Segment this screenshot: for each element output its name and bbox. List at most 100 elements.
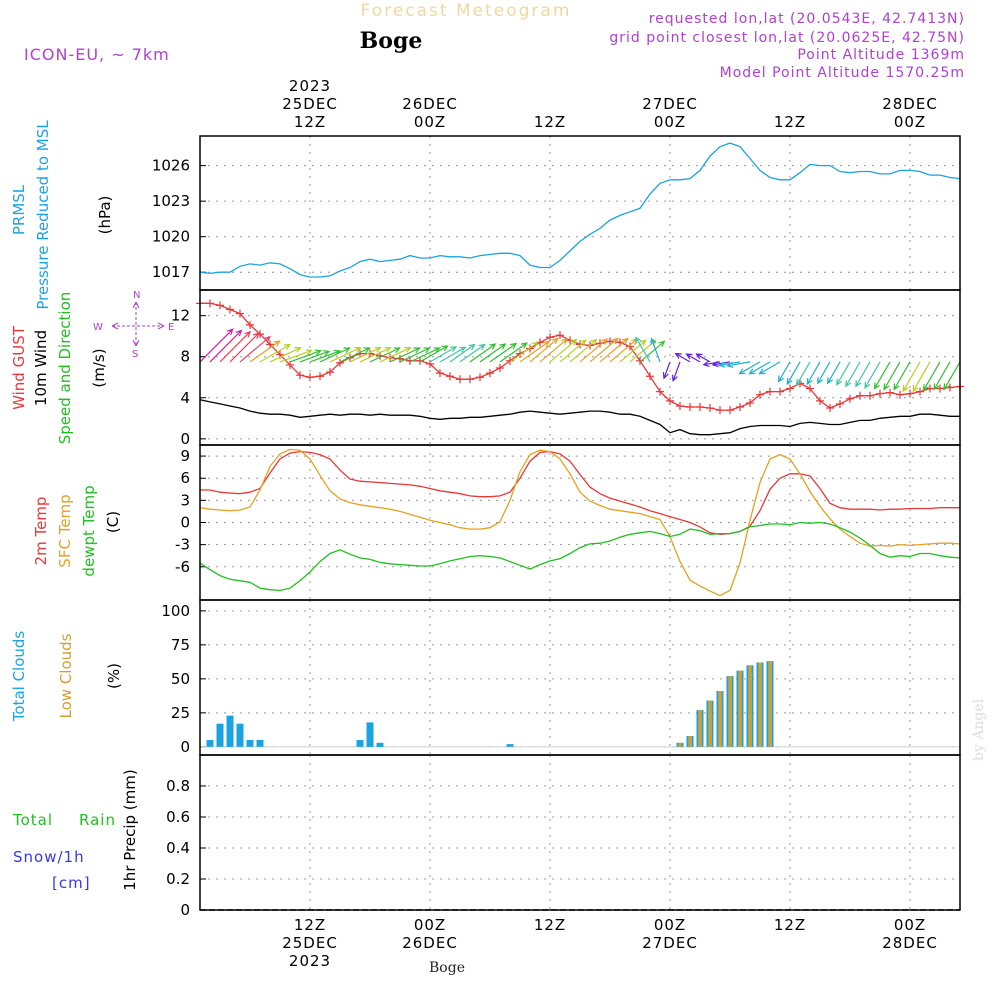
- gust-point: [816, 396, 824, 405]
- wind-arrow: [299, 350, 331, 363]
- top-date-label: 26DEC: [402, 95, 458, 113]
- wind-arrow: [489, 342, 518, 363]
- wind-arrow: [369, 347, 401, 363]
- bottom-hour-label: 12Z: [294, 916, 326, 934]
- total-cloud-bar: [216, 723, 224, 747]
- wind-arrow: [796, 361, 811, 386]
- wind-arrow: [674, 352, 691, 363]
- y-tick-label: 0.6: [166, 808, 190, 826]
- gust-point: [896, 390, 904, 399]
- wind-arrow: [539, 338, 569, 363]
- wind-arrow: [249, 340, 281, 363]
- wind-arrow: [589, 337, 619, 363]
- y-tick-label: 0: [180, 738, 190, 756]
- bottom-date-label: 28DEC: [882, 934, 938, 952]
- precip-unit: 1hr Precip (mm): [121, 769, 139, 890]
- wind-arrow: [389, 347, 421, 363]
- dewpt-label: dewpt Temp: [80, 485, 98, 576]
- gust-point: [856, 391, 864, 400]
- wind-arrow: [199, 328, 234, 363]
- panel-3: 0 25 50 75 100: [161, 599, 961, 756]
- total-cloud-bar: [506, 744, 514, 747]
- total-cloud-bar: [376, 742, 384, 747]
- y-tick-label: 6: [180, 469, 190, 487]
- wind-arrow: [559, 339, 587, 363]
- wind-arrow: [419, 345, 449, 363]
- wind-arrow: [259, 343, 292, 363]
- gust-point: [236, 309, 244, 318]
- gust-point: [496, 364, 504, 373]
- wind-arrow: [943, 361, 961, 391]
- gust-label: Wind GUST: [10, 325, 28, 410]
- wind-speed-line: [199, 399, 960, 436]
- gust-point: [936, 384, 944, 393]
- sfc-temp-line: [199, 448, 961, 597]
- meteogram-title: Forecast Meteogram: [361, 1, 572, 21]
- gust-point: [786, 384, 794, 393]
- wind-arrow: [219, 330, 252, 363]
- gust-point: [486, 369, 494, 378]
- low-cloud-bar: [698, 710, 702, 747]
- gust-point: [606, 337, 614, 346]
- gust-point: [296, 371, 304, 380]
- bottom-date-label: 26DEC: [402, 934, 458, 952]
- gust-point: [326, 368, 334, 377]
- wind-arrow: [359, 347, 392, 363]
- top-date-label: 25DEC: [282, 95, 338, 113]
- top-date-label: 27DEC: [642, 95, 698, 113]
- gust-point: [646, 372, 654, 381]
- wind-arrow: [806, 361, 821, 386]
- y-tick-label: 100: [161, 602, 190, 620]
- y-tick-label: 3: [180, 491, 190, 509]
- bottom-date-label: 27DEC: [642, 934, 698, 952]
- gust-point: [706, 404, 714, 413]
- wind-arrow: [439, 346, 467, 363]
- bottom-hour-label: 12Z: [534, 916, 566, 934]
- wind-arrow: [579, 338, 609, 363]
- wind-arrow: [239, 335, 271, 363]
- wind-arrow: [509, 341, 539, 363]
- y-tick-label: 0.2: [166, 870, 190, 888]
- wind-arrow: [229, 332, 260, 363]
- gust-point: [456, 375, 464, 384]
- wind-arrow: [459, 343, 486, 363]
- wind-arrow: [902, 361, 921, 393]
- y-tick-label: 0.4: [166, 839, 190, 857]
- low-cloud-bar: [758, 662, 762, 747]
- top-hour-label: 12Z: [294, 113, 326, 131]
- gust-point: [696, 403, 704, 412]
- low-cloud-bar: [708, 700, 712, 747]
- y-tick-label: 0: [180, 514, 190, 532]
- gust-point: [656, 387, 664, 396]
- t2m-label: 2m Temp: [32, 497, 50, 566]
- wind-unit: (m/s): [90, 348, 108, 387]
- bottom-station-label: Boge: [429, 960, 465, 976]
- gust-point: [226, 305, 234, 314]
- wind-label: 10m Wind: [32, 330, 50, 406]
- compass-n: N: [133, 290, 140, 301]
- gust-point: [666, 396, 674, 405]
- y-tick-label: 12: [171, 307, 190, 325]
- total-cloud-bar: [226, 715, 234, 747]
- station-name: Boge: [360, 28, 423, 54]
- compass-s: S: [132, 349, 138, 360]
- wind-arrow: [912, 361, 931, 393]
- total-cloud-bar: [256, 740, 264, 747]
- wind-arrow: [933, 361, 951, 391]
- panel-0: 1017 1020 1023 1026: [152, 135, 961, 291]
- wind-arrow: [469, 343, 497, 363]
- y-tick-label: 4: [180, 389, 190, 407]
- wind-arrow: [289, 349, 322, 363]
- bottom-hour-label: 00Z: [894, 916, 926, 934]
- wind-arrow: [399, 347, 431, 363]
- cloud-unit: (%): [105, 663, 123, 689]
- total-cloud-bar: [366, 722, 374, 747]
- low-cloud-label: Low Clouds: [57, 633, 75, 718]
- total-cloud-bar: [236, 723, 244, 747]
- wind-arrow: [883, 361, 901, 391]
- wind-arrow: [748, 361, 771, 375]
- bottom-hour-label: 00Z: [414, 916, 446, 934]
- wind-arrow: [209, 329, 243, 363]
